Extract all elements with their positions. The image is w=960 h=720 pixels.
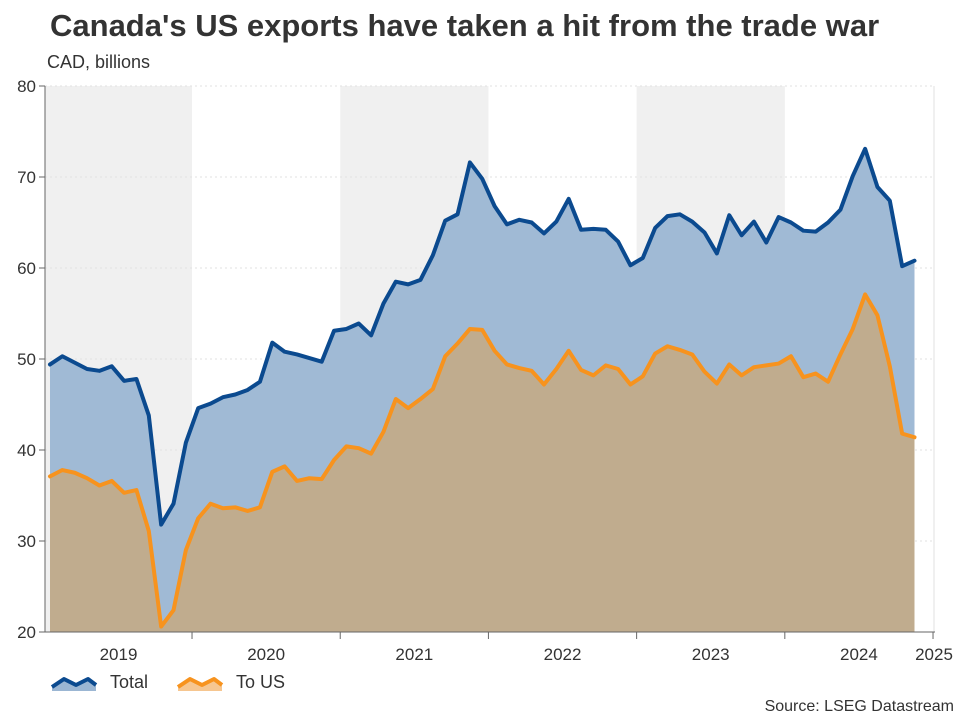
legend-item-to-us: To US	[176, 672, 285, 693]
to-us-line	[48, 292, 917, 629]
y-tick-label: 60	[17, 259, 36, 278]
chart-title: Canada's US exports have taken a hit fro…	[50, 8, 880, 43]
year-band	[933, 86, 935, 632]
to-us-area	[50, 294, 915, 632]
x-tick-label: 2021	[395, 645, 433, 664]
y-tick-label: 50	[17, 350, 36, 369]
y-tick-label: 20	[17, 623, 36, 642]
legend-label-to-us: To US	[236, 672, 286, 692]
y-tick-label: 40	[17, 441, 36, 460]
source-note: Source: LSEG Datastream	[764, 698, 954, 715]
x-tick-label: 2023	[692, 645, 730, 664]
x-tick-label: 2020	[247, 645, 285, 664]
x-tick-label: 2025	[915, 645, 953, 664]
x-tick-label: 2022	[544, 645, 582, 664]
y-tick-label: 30	[17, 532, 36, 551]
legend-swatch-total	[50, 676, 98, 691]
y-tick-label: 70	[17, 168, 36, 187]
x-tick-label: 2019	[100, 645, 138, 664]
legend: Total To US	[50, 672, 313, 693]
chart-subtitle: CAD, billions	[47, 52, 151, 72]
legend-swatch-to-us	[176, 676, 224, 691]
total-line	[48, 146, 917, 527]
y-tick-label: 80	[17, 77, 36, 96]
legend-item-total: Total	[50, 672, 148, 693]
legend-label-total: Total	[110, 672, 149, 692]
x-tick-label: 2024	[840, 645, 878, 664]
